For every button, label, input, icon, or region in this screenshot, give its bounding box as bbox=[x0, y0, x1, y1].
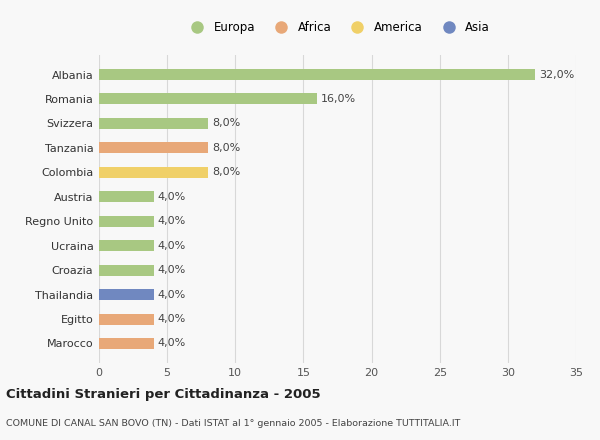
Bar bbox=[99, 143, 208, 154]
Bar bbox=[99, 167, 208, 178]
Bar bbox=[99, 93, 317, 104]
Text: 32,0%: 32,0% bbox=[539, 70, 574, 80]
Text: 8,0%: 8,0% bbox=[212, 118, 241, 128]
Text: 4,0%: 4,0% bbox=[158, 265, 186, 275]
Text: 4,0%: 4,0% bbox=[158, 192, 186, 202]
Text: COMUNE DI CANAL SAN BOVO (TN) - Dati ISTAT al 1° gennaio 2005 - Elaborazione TUT: COMUNE DI CANAL SAN BOVO (TN) - Dati IST… bbox=[6, 419, 460, 428]
Text: 4,0%: 4,0% bbox=[158, 338, 186, 348]
Text: 8,0%: 8,0% bbox=[212, 167, 241, 177]
Text: 4,0%: 4,0% bbox=[158, 314, 186, 324]
Bar bbox=[99, 191, 154, 202]
Bar bbox=[99, 289, 154, 300]
Text: 4,0%: 4,0% bbox=[158, 290, 186, 300]
Bar bbox=[99, 69, 535, 80]
Bar bbox=[99, 338, 154, 349]
Bar bbox=[99, 118, 208, 129]
Text: 4,0%: 4,0% bbox=[158, 241, 186, 251]
Text: 4,0%: 4,0% bbox=[158, 216, 186, 226]
Bar bbox=[99, 264, 154, 275]
Text: Cittadini Stranieri per Cittadinanza - 2005: Cittadini Stranieri per Cittadinanza - 2… bbox=[6, 388, 320, 401]
Bar bbox=[99, 240, 154, 251]
Legend: Europa, Africa, America, Asia: Europa, Africa, America, Asia bbox=[182, 18, 493, 38]
Text: 8,0%: 8,0% bbox=[212, 143, 241, 153]
Bar bbox=[99, 216, 154, 227]
Text: 16,0%: 16,0% bbox=[321, 94, 356, 104]
Bar bbox=[99, 314, 154, 325]
